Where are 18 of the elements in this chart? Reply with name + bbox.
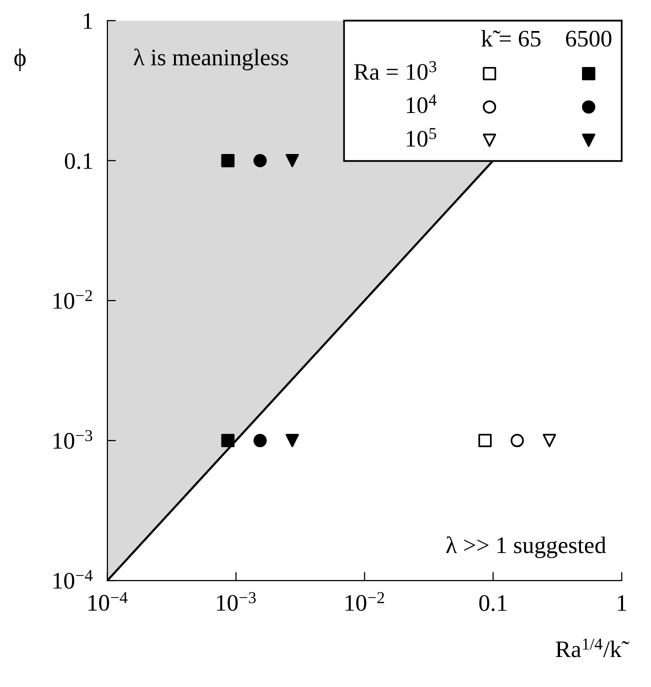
x-tick-label: 0.1 (479, 595, 506, 612)
y-axis-title: ϕ (14, 48, 26, 72)
legend-label: 10$^{4}$ (406, 94, 437, 114)
legend-label: 10$^{5}$ (406, 128, 436, 147)
y-tick-label: 1 (84, 13, 92, 29)
y-tick-label: 0.1 (64, 153, 92, 170)
x-axis-title: Ra$^{1/4}$/k̃ (556, 638, 630, 658)
legend-label: Ra = 10$^{3}$ (354, 61, 436, 80)
legend-title: k̃ = 65 6500 (481, 30, 612, 47)
x-tick-label: 10$^{−3}$ (217, 592, 256, 611)
x-tick-label: 10$^{−2}$ (346, 592, 384, 611)
y-tick-label: 10$^{−2}$ (54, 290, 92, 309)
y-tick-label: 10$^{−4}$ (54, 570, 93, 589)
x-tick-label: 1 (618, 595, 626, 611)
x-tick-label: 10$^{−4}$ (88, 592, 128, 611)
annotation: λ is meaningless (134, 48, 288, 70)
y-tick-label: 10$^{−3}$ (54, 430, 92, 449)
annotation: λ >> 1 suggested (446, 536, 606, 558)
